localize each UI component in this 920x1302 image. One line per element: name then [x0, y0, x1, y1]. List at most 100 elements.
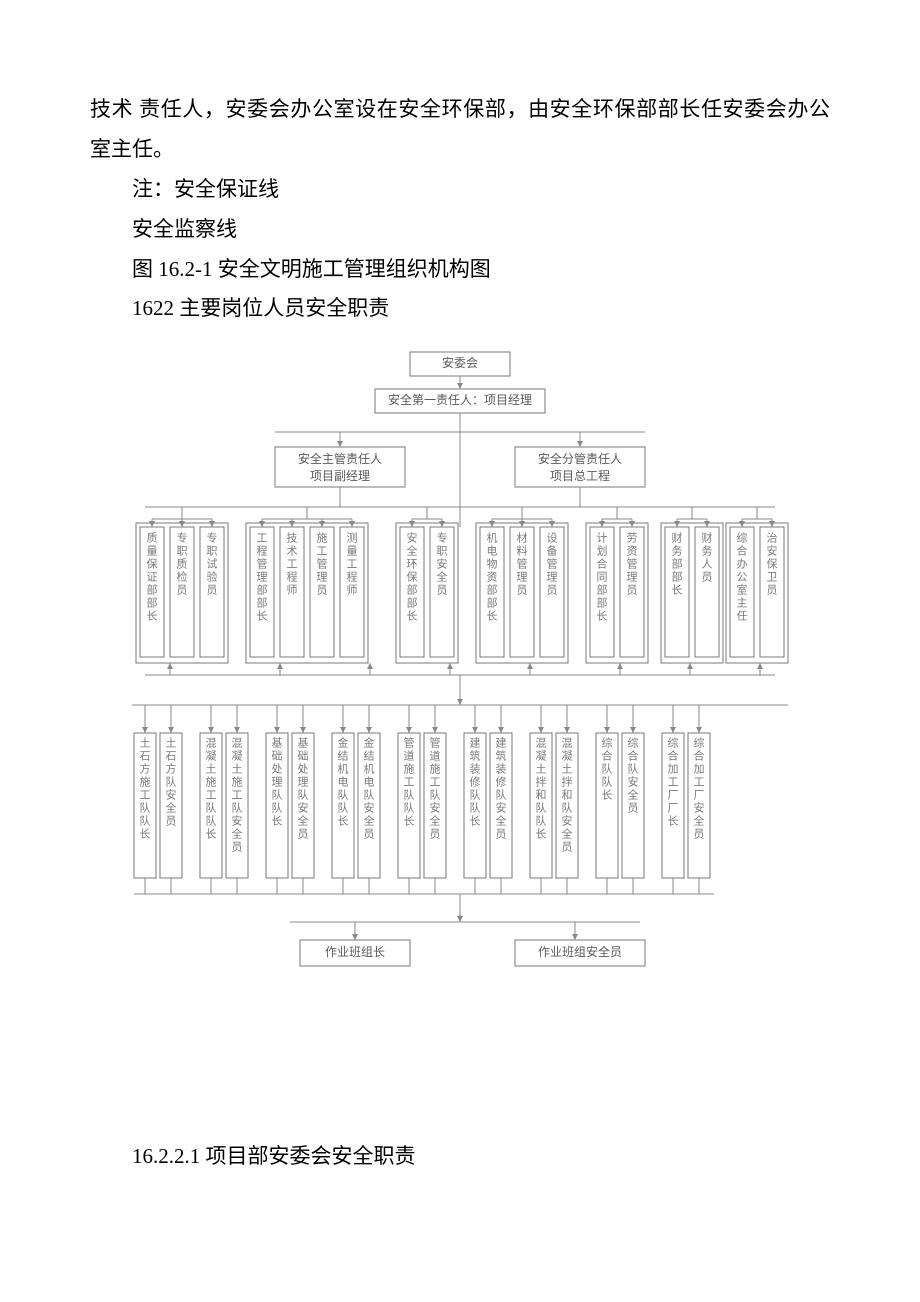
svg-text:综: 综 [737, 531, 748, 545]
svg-text:机: 机 [364, 762, 375, 776]
svg-text:部: 部 [407, 596, 418, 610]
svg-text:职: 职 [437, 545, 448, 558]
paragraph-2: 注：安全保证线 [90, 170, 830, 210]
svg-text:队: 队 [272, 801, 283, 815]
svg-text:队: 队 [602, 762, 613, 776]
svg-text:石: 石 [166, 751, 177, 763]
svg-text:理: 理 [547, 571, 558, 584]
svg-text:物: 物 [487, 557, 498, 571]
svg-text:量: 量 [347, 545, 358, 558]
svg-text:管: 管 [404, 736, 415, 750]
svg-text:施: 施 [140, 776, 151, 789]
svg-text:保: 保 [767, 557, 778, 571]
svg-text:队: 队 [470, 801, 481, 815]
svg-text:员: 员 [767, 584, 778, 597]
svg-text:全: 全 [437, 570, 448, 584]
svg-text:职: 职 [177, 545, 188, 558]
svg-text:础: 础 [272, 750, 283, 763]
svg-text:部: 部 [257, 583, 268, 597]
svg-text:专: 专 [177, 531, 188, 545]
svg-text:和: 和 [536, 789, 547, 802]
svg-text:队: 队 [206, 801, 217, 815]
svg-text:环: 环 [407, 559, 418, 571]
svg-text:工: 工 [140, 790, 151, 802]
svg-text:和: 和 [562, 789, 573, 802]
svg-text:综: 综 [668, 736, 679, 750]
svg-text:部: 部 [487, 583, 498, 597]
svg-text:队: 队 [404, 788, 415, 802]
svg-text:队: 队 [496, 788, 507, 802]
svg-text:建: 建 [496, 736, 507, 750]
svg-text:专: 专 [207, 531, 218, 545]
svg-text:质: 质 [147, 532, 158, 545]
svg-text:安: 安 [437, 557, 448, 571]
svg-text:安: 安 [232, 814, 243, 828]
svg-text:管: 管 [627, 557, 638, 571]
svg-text:机: 机 [338, 762, 349, 776]
svg-text:施: 施 [404, 763, 415, 776]
svg-text:结: 结 [338, 750, 349, 763]
svg-text:综: 综 [602, 736, 613, 750]
svg-text:财: 财 [702, 531, 713, 545]
svg-text:师: 师 [347, 584, 358, 597]
svg-text:队: 队 [562, 801, 573, 815]
svg-text:处: 处 [272, 763, 283, 776]
svg-text:员: 员 [317, 584, 328, 597]
svg-text:员: 员 [364, 828, 375, 841]
svg-text:部: 部 [407, 583, 418, 597]
svg-text:人: 人 [702, 558, 713, 571]
svg-text:土: 土 [206, 763, 217, 776]
svg-text:理: 理 [257, 571, 268, 584]
svg-text:保: 保 [407, 570, 418, 584]
svg-text:办: 办 [737, 558, 748, 571]
svg-text:员: 员 [694, 828, 705, 841]
svg-text:队: 队 [232, 801, 243, 815]
svg-text:土: 土 [140, 737, 151, 750]
svg-text:施: 施 [317, 532, 328, 545]
svg-text:师: 师 [287, 584, 298, 597]
svg-text:混: 混 [536, 737, 547, 750]
svg-text:部: 部 [487, 596, 498, 610]
svg-text:任: 任 [737, 610, 748, 623]
svg-text:修: 修 [496, 775, 507, 789]
svg-text:同: 同 [597, 572, 608, 584]
svg-text:工: 工 [430, 777, 441, 789]
svg-text:合: 合 [628, 749, 639, 763]
svg-text:队: 队 [404, 801, 415, 815]
svg-text:部: 部 [597, 583, 608, 597]
svg-text:资: 资 [627, 545, 638, 558]
svg-text:安: 安 [430, 801, 441, 815]
svg-text:道: 道 [404, 749, 415, 763]
svg-text:队: 队 [536, 801, 547, 815]
svg-text:合: 合 [602, 749, 613, 763]
svg-text:安: 安 [166, 788, 177, 802]
svg-text:治: 治 [767, 531, 778, 545]
svg-text:基: 基 [272, 737, 283, 750]
svg-text:电: 电 [487, 545, 498, 558]
svg-text:员: 员 [547, 584, 558, 597]
svg-text:长: 长 [140, 828, 151, 841]
svg-text:专: 专 [437, 531, 448, 545]
svg-text:队: 队 [364, 788, 375, 802]
svg-text:理: 理 [317, 571, 328, 584]
svg-text:工: 工 [404, 777, 415, 789]
svg-text:混: 混 [232, 737, 243, 750]
svg-text:员: 员 [430, 828, 441, 841]
svg-text:安: 安 [298, 801, 309, 815]
svg-text:检: 检 [177, 570, 188, 584]
svg-text:厂: 厂 [694, 790, 705, 802]
svg-text:安: 安 [628, 775, 639, 789]
svg-text:合: 合 [668, 749, 679, 763]
svg-text:工: 工 [287, 559, 298, 571]
svg-text:工: 工 [694, 777, 705, 789]
org-chart: 安委会安全第一责任人：项目经理安全主管责任人项目副经理安全分管责任人项目总工程质… [120, 347, 800, 1107]
svg-text:程: 程 [257, 545, 268, 558]
svg-text:技: 技 [287, 532, 298, 545]
svg-text:础: 础 [298, 750, 309, 763]
svg-text:加: 加 [668, 763, 679, 776]
svg-text:队: 队 [470, 788, 481, 802]
svg-text:队: 队 [628, 762, 639, 776]
svg-text:程: 程 [287, 571, 298, 584]
svg-text:长: 长 [672, 584, 683, 597]
svg-text:管: 管 [517, 557, 528, 571]
